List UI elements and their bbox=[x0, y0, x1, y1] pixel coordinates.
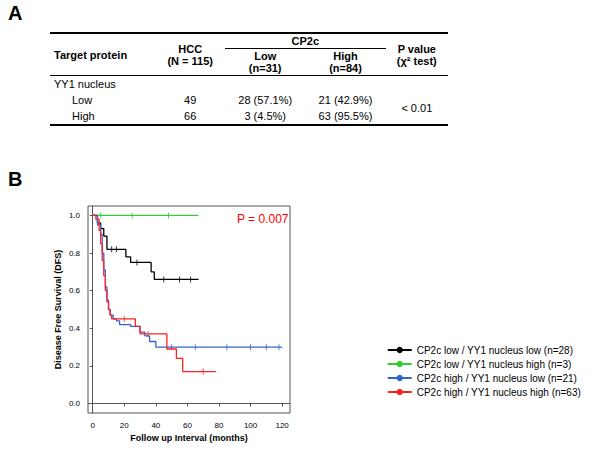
svg-text:0.0: 0.0 bbox=[69, 399, 81, 408]
svg-text:1.0: 1.0 bbox=[69, 211, 81, 220]
html-text:Target protein: Target protein bbox=[54, 48, 128, 61]
svg-text:CP2c low / YY1 nucleus high (n: CP2c low / YY1 nucleus high (n=3) bbox=[417, 359, 572, 370]
html-text:(χ² test): (χ² test) bbox=[396, 54, 437, 67]
svg-text:60: 60 bbox=[183, 421, 192, 430]
svg-text:80: 80 bbox=[215, 421, 224, 430]
svg-text:Follow up Interval (months): Follow up Interval (months) bbox=[130, 433, 248, 443]
html-text:High: High bbox=[72, 110, 95, 122]
html-text:High: High bbox=[333, 50, 358, 62]
svg-text:0.8: 0.8 bbox=[69, 249, 81, 258]
svg-text:120: 120 bbox=[275, 421, 289, 430]
svg-text:P = 0.007: P = 0.007 bbox=[237, 212, 289, 226]
html-text:49: 49 bbox=[184, 94, 197, 106]
svg-text:0.6: 0.6 bbox=[69, 286, 81, 295]
html-text:Low: Low bbox=[72, 94, 93, 106]
html-text:Low: Low bbox=[254, 50, 277, 62]
svg-text:CP2c low / YY1 nucleus low (n=: CP2c low / YY1 nucleus low (n=28) bbox=[417, 345, 573, 356]
html-text:28 (57.1%): 28 (57.1%) bbox=[238, 94, 293, 106]
svg-text:40: 40 bbox=[151, 421, 160, 430]
svg-text:CP2c high / YY1 nucleus high (: CP2c high / YY1 nucleus high (n=63) bbox=[417, 387, 581, 398]
html-text:CP2c: CP2c bbox=[291, 35, 320, 47]
svg-text:0.2: 0.2 bbox=[69, 361, 81, 370]
html-text:P value: P value bbox=[397, 42, 436, 55]
html-text:HCC: HCC bbox=[178, 42, 203, 55]
html-text:(N = 115): (N = 115) bbox=[167, 54, 213, 67]
svg-text:CP2c high / YY1 nucleus low (n: CP2c high / YY1 nucleus low (n=21) bbox=[417, 373, 577, 384]
svg-text:100: 100 bbox=[244, 421, 258, 430]
html-text:A: A bbox=[8, 2, 23, 24]
html-text:< 0.01: < 0.01 bbox=[401, 102, 433, 114]
svg-text:20: 20 bbox=[120, 421, 129, 430]
html-text:21 (42.9%): 21 (42.9%) bbox=[318, 94, 373, 106]
html-text:YY1 nucleus: YY1 nucleus bbox=[54, 78, 116, 90]
html-text:66: 66 bbox=[184, 110, 197, 122]
svg-text:0.4: 0.4 bbox=[69, 324, 81, 333]
svg-text:Disease Free Survival (DFS): Disease Free Survival (DFS) bbox=[53, 250, 63, 370]
html-text:B: B bbox=[8, 168, 23, 190]
html-text:(n=84): (n=84) bbox=[329, 62, 362, 74]
html-text:63 (95.5%): 63 (95.5%) bbox=[318, 110, 373, 122]
html-text:(n=31): (n=31) bbox=[248, 62, 282, 74]
html-text:3 (4.5%): 3 (4.5%) bbox=[244, 110, 286, 122]
svg-text:0: 0 bbox=[91, 421, 96, 430]
